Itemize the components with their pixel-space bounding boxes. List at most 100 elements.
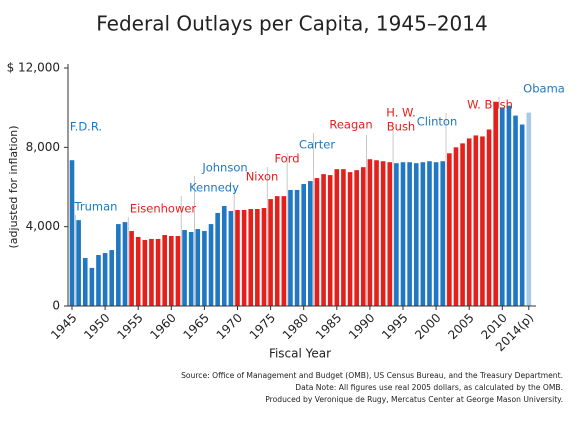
x-tick-label: 1960 (147, 311, 178, 342)
bar (400, 162, 406, 306)
bar (281, 196, 287, 306)
bar (142, 239, 148, 306)
bar (407, 162, 412, 306)
bar (228, 210, 234, 306)
bar (155, 238, 161, 306)
president-label: Carter (299, 138, 335, 152)
bar (255, 209, 260, 306)
source-note: Source: Office of Management and Budget … (181, 371, 563, 380)
x-tick-label: 2005 (445, 311, 476, 342)
bar (96, 255, 101, 306)
bar (129, 231, 134, 306)
president-label: H. W. (386, 106, 415, 120)
bar (288, 189, 293, 306)
y-tick-label: 8,000 (26, 140, 60, 154)
bar (500, 107, 505, 307)
bar (102, 253, 108, 306)
bar (394, 163, 399, 306)
bar (360, 167, 366, 306)
bar (208, 224, 214, 306)
bar (374, 160, 379, 306)
president-label: Truman (74, 200, 118, 214)
bar (486, 129, 492, 306)
bar (109, 250, 115, 306)
bar (380, 161, 386, 306)
president-label: W. Bush (467, 98, 513, 112)
bar (235, 210, 240, 306)
bar (480, 136, 485, 306)
bar (440, 161, 446, 306)
x-tick-label: 1970 (214, 311, 245, 342)
bar (314, 178, 320, 306)
bar (261, 208, 267, 306)
bar (116, 224, 121, 306)
bar (493, 101, 498, 306)
bar (169, 235, 174, 306)
bar (149, 238, 154, 306)
x-tick-label: 1990 (346, 311, 377, 342)
x-tick-label: 1965 (180, 311, 211, 342)
x-tick-label: 1955 (114, 311, 145, 342)
bar (175, 235, 181, 306)
bar (334, 169, 340, 306)
bar (367, 159, 373, 306)
bar (248, 209, 254, 306)
bar (427, 161, 432, 306)
bar (473, 135, 479, 306)
president-label: Ford (274, 152, 299, 166)
chart-title: Federal Outlays per Capita, 1945–2014 (96, 12, 487, 36)
bar (519, 124, 525, 307)
x-axis-label: Fiscal Year (269, 347, 331, 361)
president-label: Eisenhower (130, 202, 197, 216)
source-note: Data Note: All figures use real 2005 dol… (295, 383, 563, 392)
bar (460, 143, 465, 306)
bar (294, 189, 300, 306)
president-label: Reagan (329, 118, 372, 132)
bar (76, 220, 81, 306)
bar (513, 115, 518, 306)
bar (413, 163, 419, 306)
bar (69, 160, 75, 306)
bar (195, 229, 201, 306)
bar (241, 210, 247, 306)
y-tick-label: 4,000 (26, 219, 60, 233)
y-tick-label: $ 12,000 (7, 61, 60, 75)
bar (347, 172, 353, 306)
bar (308, 181, 313, 306)
bar (420, 162, 426, 306)
bar (341, 169, 346, 306)
president-label: Nixon (246, 170, 279, 184)
x-tick-label: 1945 (48, 311, 79, 342)
x-tick-label: 1995 (379, 311, 410, 342)
president-label: Obama (523, 82, 565, 96)
president-label: Bush (387, 120, 415, 134)
bar (453, 147, 459, 306)
x-tick-label: 1950 (81, 311, 112, 342)
bar (202, 231, 207, 306)
y-axis-label: (adjusted for inflation) (7, 125, 20, 248)
bar (321, 174, 326, 306)
bar (506, 105, 512, 306)
bar (274, 196, 280, 306)
x-tick-label: 1980 (280, 311, 311, 342)
bar (354, 170, 359, 306)
bar (268, 199, 273, 306)
bar (215, 212, 220, 306)
x-tick-label: 2000 (412, 311, 443, 342)
president-label: F.D.R. (70, 120, 102, 134)
bar (466, 138, 472, 306)
bar (82, 258, 88, 306)
bar (526, 112, 532, 306)
bar (447, 153, 452, 306)
president-label: Kennedy (189, 181, 239, 195)
president-label: Johnson (201, 161, 247, 175)
x-tick-label: 1985 (313, 311, 344, 342)
bar (301, 184, 306, 306)
bar (122, 222, 128, 306)
president-label: Clinton (417, 115, 458, 129)
source-note: Produced by Veronique de Rugy, Mercatus … (265, 395, 563, 404)
bar (182, 230, 187, 306)
y-tick-label: 0 (52, 299, 60, 313)
bar (327, 175, 333, 306)
bar (387, 162, 393, 306)
